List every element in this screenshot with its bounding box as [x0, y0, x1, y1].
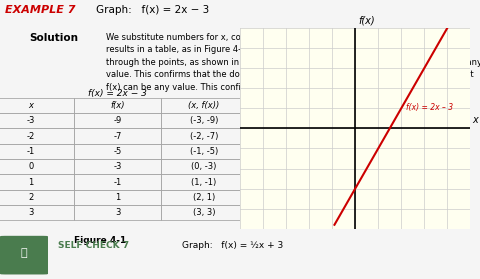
Text: x: x — [473, 115, 479, 125]
Text: SELF CHECK 7: SELF CHECK 7 — [58, 241, 129, 250]
Text: f(x): f(x) — [359, 16, 375, 26]
Text: Solution: Solution — [29, 33, 78, 43]
Text: f(x) = 2x – 3: f(x) = 2x – 3 — [406, 103, 453, 112]
Text: We substitute numbers for x, compute the corresponding values of f(x), and list : We substitute numbers for x, compute the… — [106, 33, 480, 92]
Text: EXAMPLE 7: EXAMPLE 7 — [5, 5, 75, 15]
Text: f(x) = 2x − 3: f(x) = 2x − 3 — [88, 89, 147, 98]
Text: 🦋: 🦋 — [21, 248, 27, 258]
Text: Figure 4-1: Figure 4-1 — [74, 236, 127, 245]
Text: Graph:   f(x) = 2x − 3: Graph: f(x) = 2x − 3 — [96, 5, 209, 15]
Text: Graph:   f(x) = ½x + 3: Graph: f(x) = ½x + 3 — [182, 241, 284, 250]
FancyBboxPatch shape — [0, 236, 48, 275]
